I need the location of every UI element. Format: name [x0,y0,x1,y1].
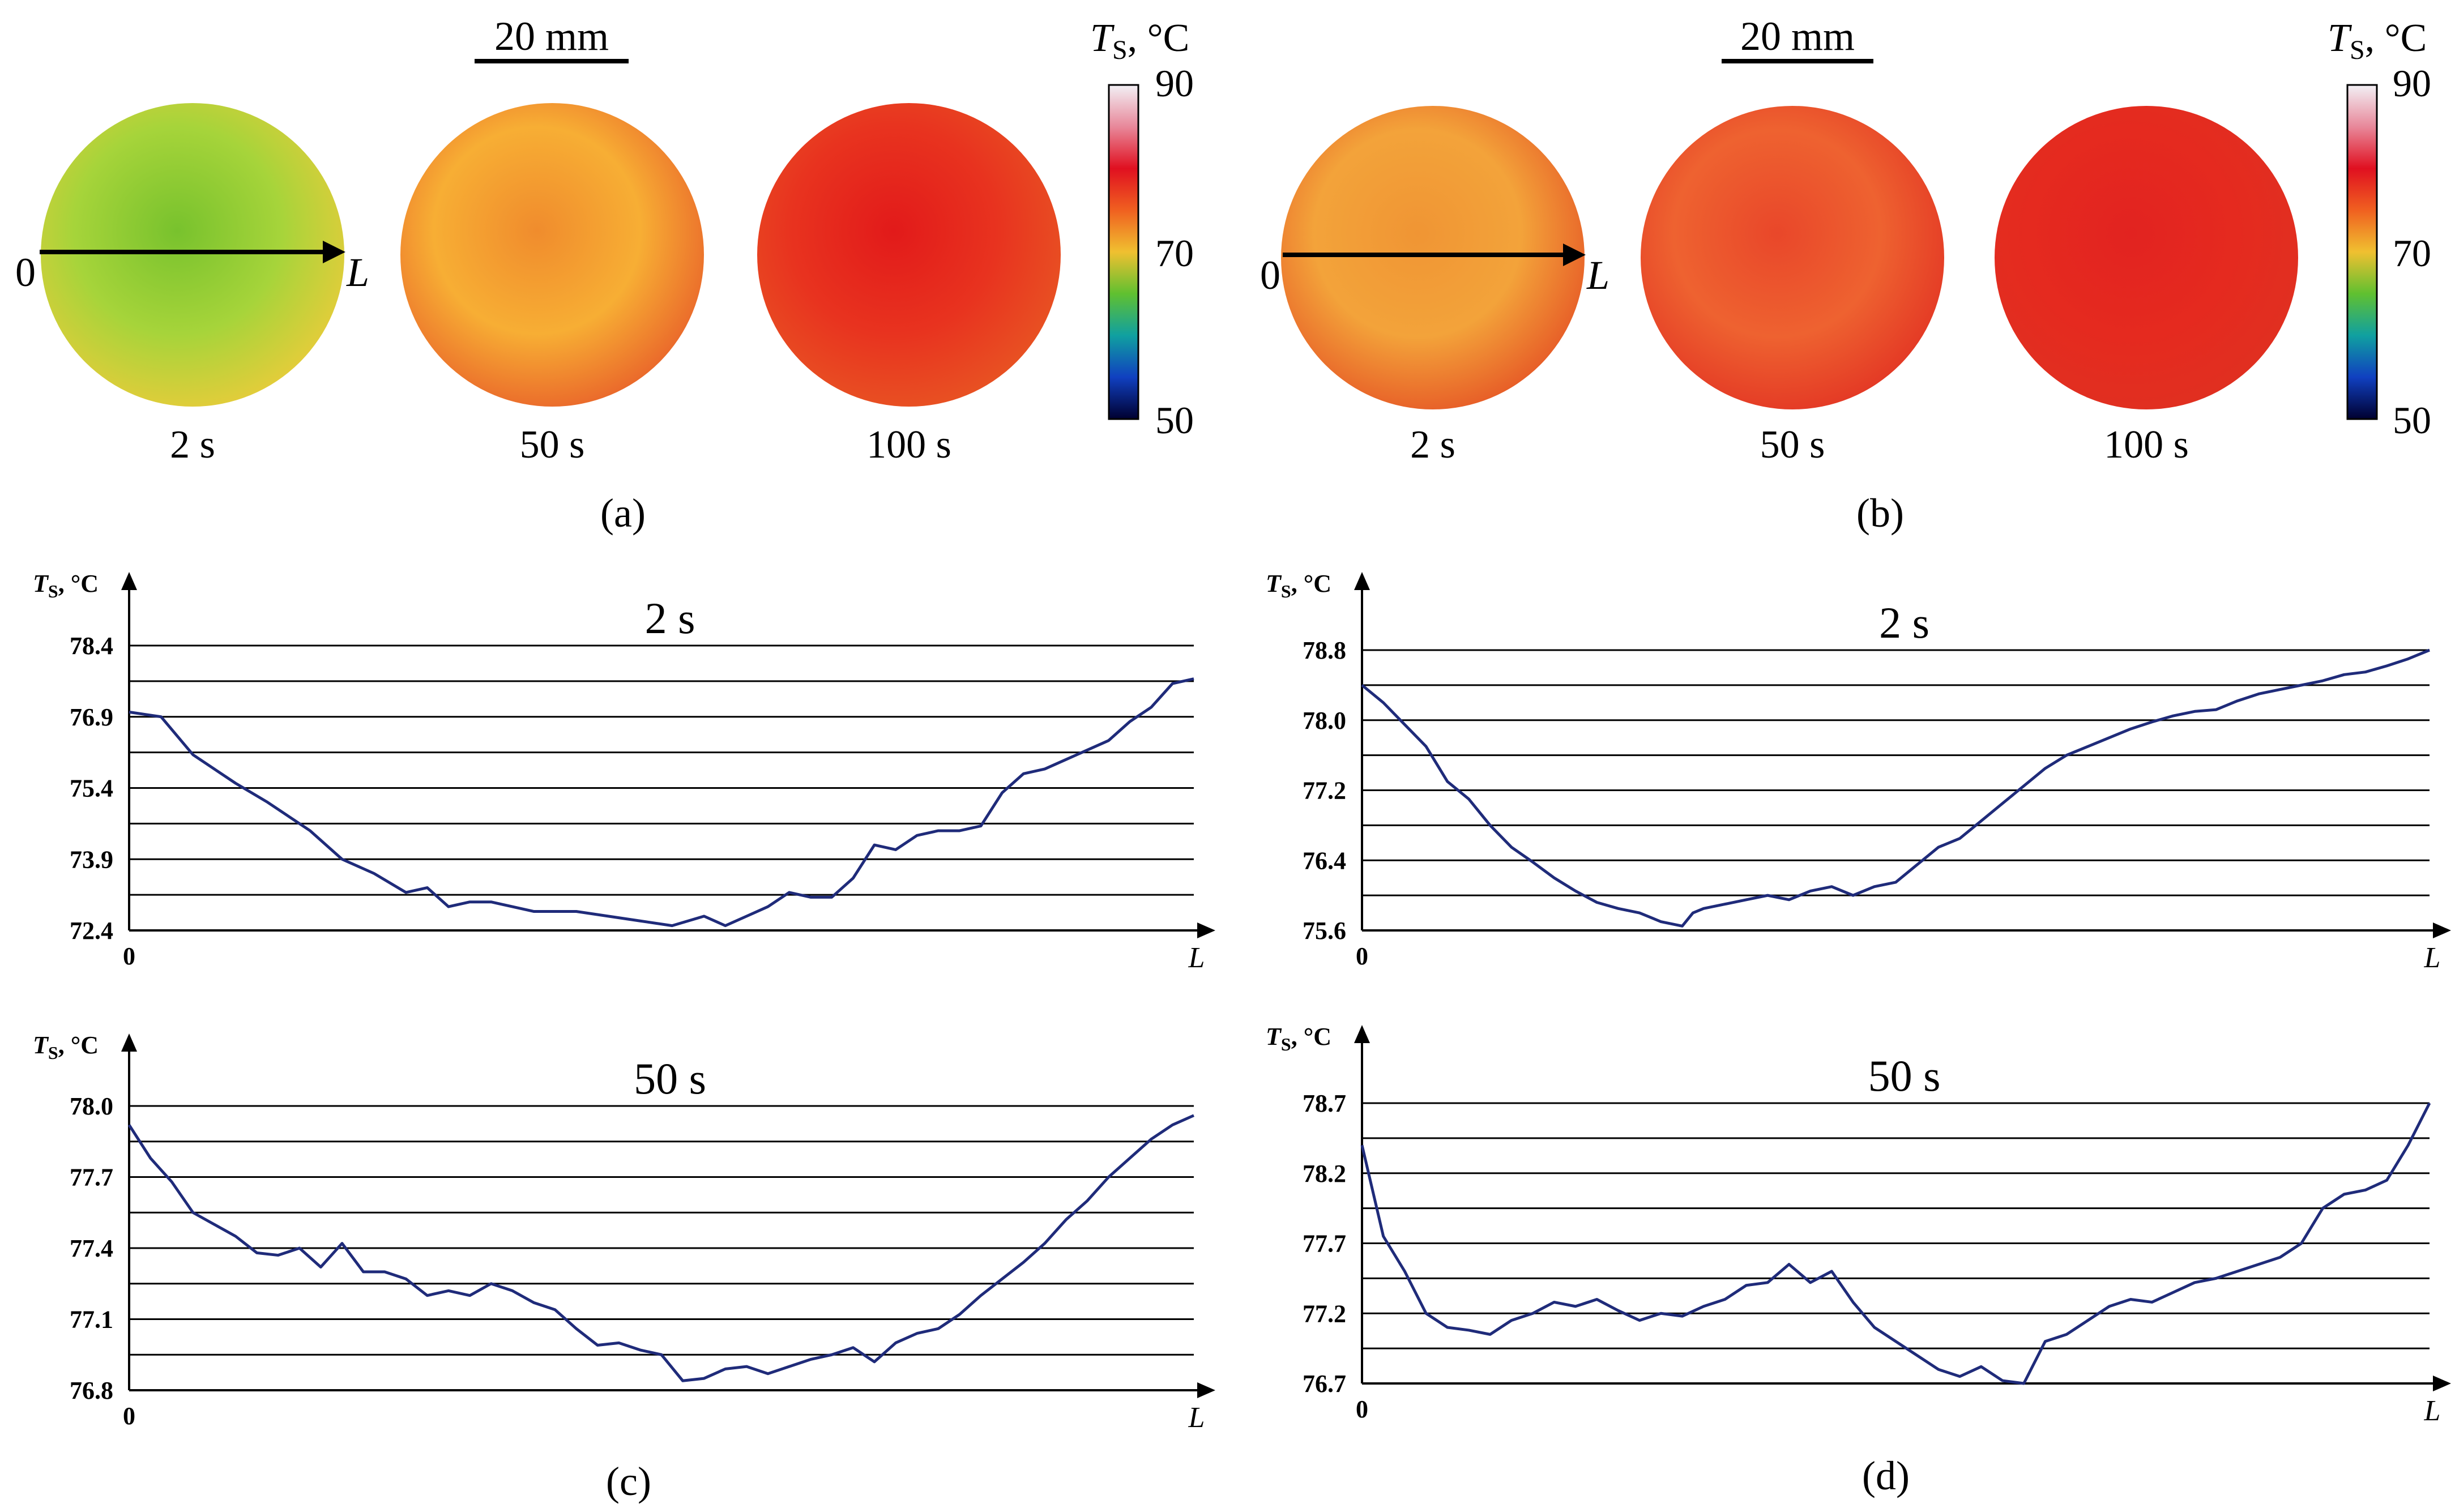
x-end-label: L [1188,1402,1205,1434]
y-tick-label: 77.7 [1303,1230,1346,1258]
panel-b: 20 mm 0 L 2 s 50 s 100 s 90 70 50 TS, °C… [1260,14,2431,536]
panel-label-b: (b) [1856,490,1904,536]
frame-time-b-1: 2 s [1410,423,1455,467]
y-axis-label: TS, °C [33,570,99,601]
y-tick-label: 73.9 [70,845,113,873]
x-start-label: 0 [1356,1395,1368,1423]
x-end-label: L [2424,942,2441,974]
y-tick-label: 72.4 [70,917,113,945]
thermal-frame-b-2 [1641,106,1944,409]
scale-label-a: 20 mm [494,14,609,59]
y-axis-arrowhead [1354,572,1370,590]
thermal-frame-a-3 [757,103,1061,407]
thermal-frame-a-2 [400,103,704,407]
x-axis-arrowhead [2433,1376,2451,1391]
frame-time-b-2: 50 s [1760,423,1825,467]
colorbar-a [1108,84,1139,420]
frame-time-b-3: 100 s [2104,423,2189,467]
x-start-label: 0 [1356,942,1368,970]
line-chart-c2: 78.0 77.7 77.4 77.1 76.8 TS, °C 0 L 50 s [33,1031,1215,1434]
thermal-frame-b-1 [1281,106,1585,409]
colorbar-tick-b-50: 50 [2393,399,2431,442]
frame-time-a-3: 100 s [866,423,951,467]
y-axis-arrowhead [121,572,137,590]
y-tick-label: 75.4 [70,775,113,802]
thermal-frame-a-1 [41,103,344,407]
y-tick-label: 78.4 [70,632,113,660]
profile-arrowhead-a [323,241,345,263]
y-tick-label: 76.4 [1303,847,1346,874]
panel-a: 20 mm 0 L 2 s 50 s 100 s 90 70 50 TS, °C… [15,14,1194,536]
series-line [129,677,1194,928]
y-tick-label: 78.0 [70,1092,113,1120]
chart-title: 2 s [1879,598,1929,647]
y-tick-label: 76.9 [70,703,113,731]
x-end-label: L [2424,1395,2441,1427]
series-line [1361,648,2430,928]
frame-time-a-2: 50 s [520,423,585,467]
frame-time-a-1: 2 s [170,423,215,467]
y-tick-label: 77.2 [1303,1300,1346,1327]
y-tick-label: 77.7 [70,1164,113,1191]
y-axis-label: TS, °C [1266,1023,1331,1054]
y-axis-arrowhead [121,1033,137,1052]
line-chart-d2: 78.7 78.2 77.7 77.2 76.7 TS, °C 0 L 50 s [1266,1023,2451,1427]
y-tick-label: 76.7 [1303,1370,1346,1398]
y-tick-label: 78.2 [1303,1160,1346,1188]
x-axis-arrowhead [1197,1382,1215,1398]
x-axis-arrowhead [1197,922,1215,938]
x-start-label: 0 [123,942,135,970]
x-axis-arrowhead [2433,922,2451,938]
profile-charts: 78.476.975.473.972.4TS, °C0 L2 s78.077.77… [33,570,2451,1434]
series-line [127,1114,1195,1382]
chart-title: 2 s [645,593,695,643]
x-end-label: L [1188,942,1205,974]
profile-start-label-a: 0 [15,250,36,295]
y-tick-label: 77.1 [70,1306,113,1334]
y-tick-label: 75.6 [1303,917,1346,945]
colorbar-b [2346,84,2378,420]
y-axis-label: TS, °C [33,1031,99,1063]
profile-arrowhead-b [1563,244,1586,266]
scale-label-b: 20 mm [1740,14,1855,59]
colorbar-tick-a-50: 50 [1155,399,1194,442]
profile-end-label-b: L [1586,253,1609,298]
colorbar-tick-a-70: 70 [1155,232,1194,275]
y-axis-arrowhead [1354,1025,1370,1043]
panel-label-d: (d) [1862,1453,1910,1498]
line-chart-c: 78.4 76.9 75.4 73.9 72.4 TS, °C 0 L 2 s [33,570,1215,974]
colorbar-tick-a-90: 90 [1155,62,1194,105]
y-tick-label: 78.8 [1303,637,1346,664]
profile-end-label-a: L [346,250,369,295]
chart-title: 50 s [634,1054,706,1103]
colorbar-title-b: TS, °C [2328,16,2427,65]
panel-label-c: (c) [606,1459,651,1504]
thermal-frame-b-3 [1995,106,2298,409]
x-start-label: 0 [123,1402,135,1430]
y-tick-label: 76.8 [70,1377,113,1404]
line-chart-d: 78.8 78.0 77.2 76.4 75.6 TS, °C 0 L 2 s [1266,570,2451,974]
panel-label-a: (a) [600,490,646,536]
series-line [1360,1102,2431,1385]
y-tick-label: 77.4 [70,1235,113,1262]
profile-start-label-b: 0 [1260,253,1280,298]
colorbar-tick-b-70: 70 [2393,232,2431,275]
colorbar-tick-b-90: 90 [2393,62,2431,105]
y-tick-label: 78.7 [1303,1090,1346,1117]
y-axis-label: TS, °C [1266,570,1331,601]
y-tick-label: 78.0 [1303,707,1346,734]
chart-title: 50 s [1868,1051,1941,1100]
y-tick-label: 77.2 [1303,777,1346,805]
colorbar-title-a: TS, °C [1090,16,1189,65]
